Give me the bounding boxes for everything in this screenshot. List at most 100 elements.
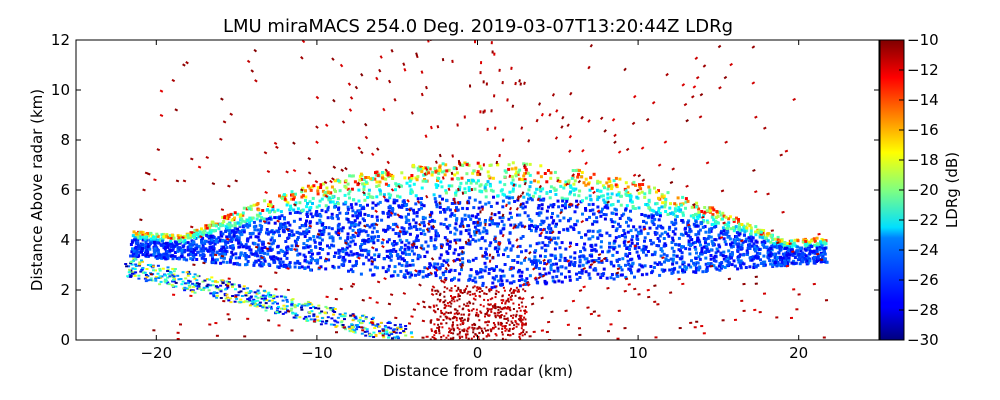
ldr-pixel <box>749 232 753 236</box>
ldr-pixel <box>461 246 465 250</box>
ldr-clutter <box>615 271 620 275</box>
ldr-pixel <box>652 223 656 226</box>
ldr-pixel <box>214 286 218 289</box>
ldr-pixel <box>727 221 731 225</box>
ldr-pixel <box>680 245 684 248</box>
ldr-clutter <box>523 81 526 85</box>
ldr-clutter <box>559 210 563 215</box>
ldr-pixel <box>565 227 569 231</box>
ldr-pixel <box>657 189 660 193</box>
ldr-pixel <box>149 240 153 244</box>
ldr-pixel <box>750 239 754 243</box>
ldr-pixel <box>449 214 453 218</box>
ldr-pixel <box>671 236 675 240</box>
ldr-pixel <box>384 326 388 329</box>
ldr-pixel <box>372 241 376 245</box>
ldr-pixel <box>720 229 724 233</box>
ldr-clutter <box>229 112 233 116</box>
ldr-pixel <box>202 232 206 236</box>
ldr-pixel <box>475 181 479 185</box>
ldr-pixel <box>708 264 712 268</box>
ldr-pixel <box>659 262 663 266</box>
ldr-pixel <box>519 221 523 225</box>
ldr-pixel <box>494 246 498 250</box>
ldr-pixel <box>409 271 413 275</box>
ldr-pixel <box>622 241 626 244</box>
ldr-pixel <box>719 253 723 257</box>
ldr-pixel <box>281 260 285 264</box>
ldr-pixel <box>233 211 237 215</box>
ldr-pixel <box>615 272 619 276</box>
ldr-pixel <box>808 259 812 263</box>
ldr-pixel <box>620 214 624 218</box>
ldr-pixel <box>479 183 483 187</box>
ldr-pixel <box>481 290 484 292</box>
ldr-pixel <box>245 254 248 257</box>
ldr-clutter <box>450 171 454 176</box>
ldr-pixel <box>514 166 518 170</box>
ldr-pixel <box>256 303 260 306</box>
ldr-clutter <box>751 45 756 49</box>
ldr-pixel <box>797 253 801 257</box>
ldr-pixel <box>564 180 568 184</box>
ldr-pixel <box>404 327 408 330</box>
ldr-pixel <box>162 242 166 246</box>
ldr-pixel <box>390 242 394 246</box>
ldr-pixel <box>513 200 517 203</box>
ldr-pixel <box>173 268 177 270</box>
ldr-pixel <box>377 255 381 258</box>
ldr-pixel <box>510 175 514 179</box>
ldr-pixel <box>609 260 613 264</box>
ldr-pixel <box>259 227 263 231</box>
ldr-pixel <box>748 224 752 228</box>
ldr-pixel <box>391 274 395 278</box>
ldr-pixel <box>349 268 353 272</box>
ldr-pixel <box>416 257 420 261</box>
ldr-pixel <box>445 260 449 264</box>
ldr-pixel <box>652 209 656 213</box>
ldr-pixel <box>718 245 722 249</box>
ldr-pixel <box>742 253 745 257</box>
ldr-pixel <box>219 297 223 299</box>
ldr-pixel <box>671 239 675 243</box>
ldr-pixel <box>497 279 501 283</box>
ldr-pixel <box>360 177 364 181</box>
ldr-pixel <box>436 232 439 236</box>
ldr-pixel <box>369 195 372 199</box>
ldr-pixel <box>503 169 507 173</box>
ldr-pixel <box>471 238 475 242</box>
ldr-pixel <box>183 249 187 253</box>
ldr-pixel <box>348 327 352 330</box>
ldr-pixel <box>753 245 757 249</box>
ldr-pixel <box>682 245 685 249</box>
ldr-pixel <box>661 201 665 205</box>
ldr-clutter <box>260 256 264 259</box>
ldr-pixel <box>290 307 294 310</box>
ldr-pixel <box>384 177 388 181</box>
ldr-pixel <box>433 219 437 223</box>
ldr-pixel <box>311 196 315 200</box>
ldr-pixel <box>316 258 320 262</box>
ldr-pixel <box>333 179 337 183</box>
ldr-pixel <box>424 240 428 244</box>
ldr-pixel <box>164 274 167 277</box>
ldr-pixel <box>188 273 192 275</box>
ldr-pixel <box>195 258 199 261</box>
ldr-pixel <box>252 263 256 267</box>
ldr-pixel <box>153 240 156 244</box>
ldr-pixel <box>746 246 750 250</box>
ldr-pixel <box>328 236 332 240</box>
ldr-pixel <box>641 183 645 186</box>
ldr-pixel <box>592 172 596 176</box>
ldr-pixel <box>578 271 581 275</box>
ldr-clutter <box>533 276 538 280</box>
ldr-pixel <box>192 285 196 288</box>
ldr-pixel <box>371 273 375 277</box>
ldr-pixel <box>529 229 533 233</box>
ldr-pixel <box>358 178 362 182</box>
ldr-pixel <box>384 229 388 232</box>
ldr-pixel <box>240 295 244 297</box>
ldr-pixel <box>508 231 512 235</box>
ldr-pixel <box>701 270 705 274</box>
ldr-pixel <box>556 269 560 273</box>
